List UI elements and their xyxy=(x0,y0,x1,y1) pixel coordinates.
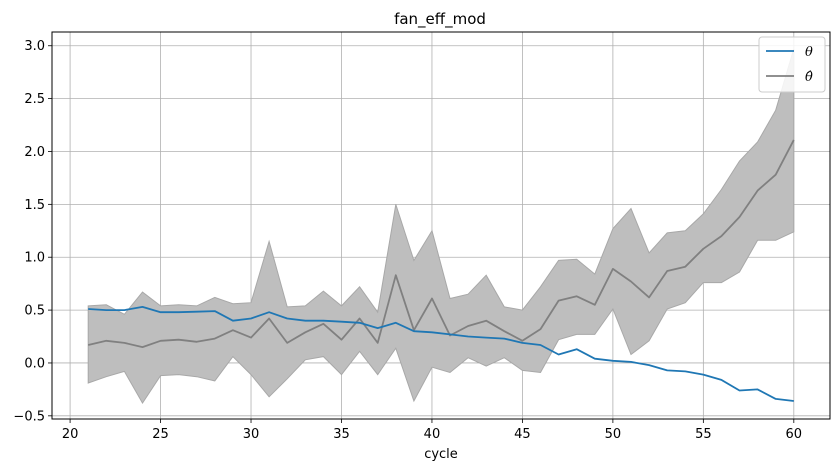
y-axis: −0.5 0.0 0.5 1.0 1.5 2.0 2.5 3.0 xyxy=(13,39,52,424)
x-axis: 20 25 30 35 40 45 50 55 60 xyxy=(62,419,802,442)
x-tick-label: 60 xyxy=(786,427,803,442)
legend-theta-label: θ xyxy=(805,45,813,60)
y-tick-label: 1.0 xyxy=(24,251,45,266)
y-tick-label: 1.5 xyxy=(24,198,45,213)
x-tick-label: 55 xyxy=(695,427,712,442)
x-tick-label: 50 xyxy=(605,427,622,442)
x-tick-label: 20 xyxy=(62,427,79,442)
x-tick-label: 25 xyxy=(152,427,169,442)
plot-frame xyxy=(51,31,831,420)
y-tick-label: 2.5 xyxy=(24,92,45,107)
theta-line xyxy=(88,305,794,402)
y-tick-label: 2.0 xyxy=(24,145,45,160)
series-lines xyxy=(87,139,795,402)
x-axis-label: cycle xyxy=(424,447,458,462)
theta-hat-line xyxy=(87,139,795,349)
y-tick-label: −0.5 xyxy=(13,409,45,424)
x-tick-label: 45 xyxy=(514,427,531,442)
y-tick-label: 3.0 xyxy=(24,39,45,54)
legend: θ θ̂ xyxy=(758,36,826,93)
legend-box xyxy=(758,36,826,93)
legend-theta-hat-label: θ̂ xyxy=(805,70,813,85)
x-tick-label: 40 xyxy=(424,427,441,442)
chart-title: fan_eff_mod xyxy=(394,10,486,29)
x-tick-label: 35 xyxy=(333,427,350,442)
y-tick-label: 0.5 xyxy=(24,304,45,319)
y-tick-label: 0.0 xyxy=(24,356,45,371)
x-tick-label: 30 xyxy=(243,427,260,442)
